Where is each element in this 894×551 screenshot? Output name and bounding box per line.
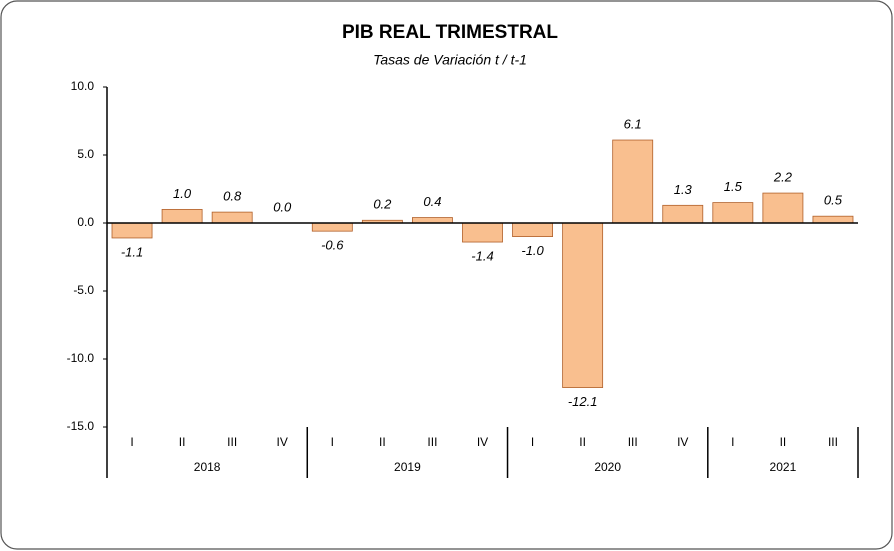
x-tick-label: I (731, 435, 734, 449)
group-label: 2019 (394, 460, 421, 474)
x-tick-label: II (179, 435, 186, 449)
y-tick-label: 5.0 (77, 147, 94, 161)
x-tick-label: III (227, 435, 237, 449)
bar (562, 222, 604, 388)
data-label: 1.3 (674, 182, 693, 197)
data-label: 0.4 (423, 194, 441, 209)
data-label: -0.6 (321, 238, 344, 253)
y-tick-label: 10.0 (71, 79, 95, 93)
x-tick-label: II (379, 435, 386, 449)
data-label: 0.8 (223, 189, 242, 204)
y-tick-label: -15.0 (67, 419, 95, 433)
data-label: 1.0 (173, 186, 192, 201)
bar (812, 215, 854, 224)
bar (612, 139, 654, 224)
group-label: 2018 (194, 460, 221, 474)
bar (762, 192, 804, 224)
x-tick-label: I (130, 435, 133, 449)
bar (512, 222, 553, 237)
data-label: -12.1 (568, 394, 598, 409)
data-label: 0.2 (373, 197, 392, 212)
data-label: 6.1 (624, 116, 642, 131)
chart-title: PIB REAL TRIMESTRAL (342, 22, 558, 43)
bar (412, 217, 453, 224)
x-tick-label: II (780, 435, 787, 449)
data-label: 1.5 (724, 179, 743, 194)
bar (161, 208, 203, 224)
bar (111, 222, 153, 239)
bar (462, 222, 503, 243)
group-label: 2020 (594, 460, 621, 474)
bar (712, 202, 754, 224)
bar (311, 222, 353, 232)
data-label: -1.0 (521, 243, 544, 258)
data-label: 0.5 (824, 193, 843, 208)
data-label: -1.1 (121, 244, 143, 259)
x-tick-label: III (828, 435, 838, 449)
bar (211, 211, 253, 224)
x-tick-label: IV (477, 435, 488, 449)
x-tick-label: IV (277, 435, 288, 449)
x-tick-label: II (579, 435, 586, 449)
group-label: 2021 (770, 460, 797, 474)
data-label: 0.0 (273, 199, 292, 214)
y-tick-label: 0.0 (77, 215, 94, 229)
y-tick-label: -5.0 (73, 283, 94, 297)
x-tick-label: III (628, 435, 638, 449)
x-tick-label: IV (677, 435, 688, 449)
y-tick-label: -10.0 (67, 351, 95, 365)
x-tick-label: I (531, 435, 534, 449)
bar (662, 204, 704, 224)
data-label: -1.4 (471, 248, 493, 263)
x-tick-label: III (427, 435, 437, 449)
chart-subtitle: Tasas de Variación t / t-1 (373, 52, 527, 68)
x-tick-label: I (331, 435, 334, 449)
data-label: 2.2 (773, 170, 793, 185)
